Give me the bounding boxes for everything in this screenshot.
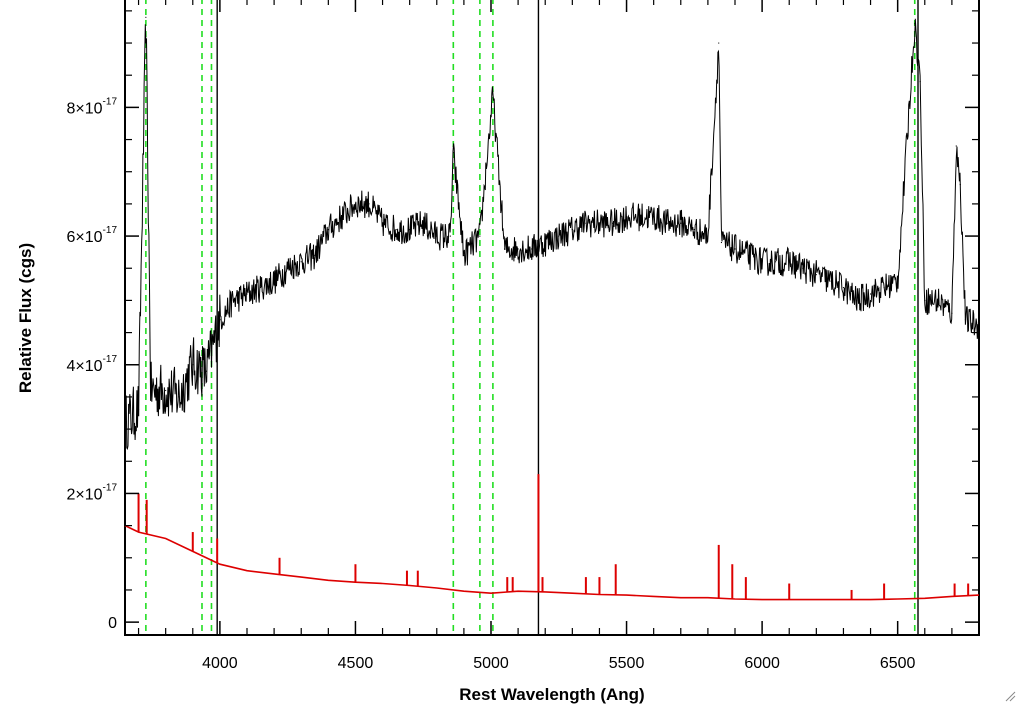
point-observed-13 bbox=[287, 267, 289, 269]
point-observed-69 bbox=[978, 325, 980, 327]
point-observed-4 bbox=[165, 389, 167, 392]
x-axis-ticks: 4000 4500 5000 5500 6000 6500 bbox=[137, 0, 980, 672]
point-observed-58 bbox=[869, 293, 872, 295]
point-observed-17 bbox=[341, 216, 343, 218]
point-observed-67 bbox=[959, 183, 961, 186]
point-observed-9 bbox=[232, 299, 235, 302]
x-tick-label-2: 5000 bbox=[473, 655, 509, 672]
y-axis-ticks: 0 2×10-17 4×10-17 6×10-17 8×10-17 bbox=[67, 10, 979, 632]
point-observed-39 bbox=[625, 216, 628, 218]
point-observed-25 bbox=[449, 235, 451, 237]
point-observed-16 bbox=[327, 229, 329, 231]
series-line-model bbox=[124, 524, 980, 601]
y-tick-label-3: 6×10-17 bbox=[67, 225, 118, 246]
point-observed-66 bbox=[955, 145, 957, 147]
point-observed-63 bbox=[924, 299, 926, 302]
point-observed-15 bbox=[314, 254, 316, 256]
point-observed-26 bbox=[452, 151, 454, 154]
point-observed-18 bbox=[354, 203, 357, 205]
point-observed-29 bbox=[492, 93, 494, 96]
point-observed-28 bbox=[479, 235, 481, 237]
point-observed-64 bbox=[937, 299, 939, 302]
x-tick-label-1: 4500 bbox=[338, 655, 374, 672]
point-observed-57 bbox=[856, 299, 858, 302]
point-observed-33 bbox=[544, 241, 546, 244]
point-observed-45 bbox=[707, 235, 709, 237]
series-line-observed bbox=[124, 18, 979, 450]
point-observed-21 bbox=[395, 229, 397, 231]
point-observed-8 bbox=[219, 319, 221, 321]
y-tick-label-1: 2×10-17 bbox=[67, 482, 118, 503]
point-observed-44 bbox=[693, 229, 695, 231]
point-observed-5 bbox=[178, 396, 180, 398]
point-observed-46 bbox=[718, 42, 720, 44]
point-observed-47 bbox=[720, 241, 723, 244]
x-tick-label-4: 6000 bbox=[744, 655, 780, 672]
point-observed-48 bbox=[734, 248, 736, 250]
point-observed-59 bbox=[883, 286, 885, 289]
point-observed-62 bbox=[919, 81, 921, 83]
point-observed-30 bbox=[503, 248, 506, 250]
x-tick-label-5: 6500 bbox=[880, 655, 916, 672]
resize-grip-icon[interactable] bbox=[1004, 690, 1016, 702]
point-observed-1 bbox=[137, 409, 140, 411]
point-observed-61 bbox=[914, 23, 916, 25]
point-observed-14 bbox=[300, 261, 302, 263]
point-observed-11 bbox=[259, 286, 262, 289]
point-observed-42 bbox=[666, 222, 668, 224]
point-observed-27 bbox=[463, 254, 465, 256]
point-observed-34 bbox=[558, 235, 560, 237]
point-observed-32 bbox=[531, 248, 533, 250]
series-layer bbox=[124, 16, 980, 601]
y-tick-label-0: 0 bbox=[108, 615, 117, 632]
point-observed-53 bbox=[802, 267, 804, 269]
point-observed-37 bbox=[598, 222, 601, 224]
y-tick-label-4: 8×10-17 bbox=[67, 96, 118, 117]
point-observed-23 bbox=[422, 222, 424, 224]
point-observed-38 bbox=[612, 222, 614, 224]
point-observed-24 bbox=[436, 235, 438, 237]
x-tick-label-0: 4000 bbox=[202, 655, 238, 672]
y-tick-label-2: 4×10-17 bbox=[67, 354, 118, 375]
point-observed-22 bbox=[409, 229, 411, 231]
reference-lines bbox=[145, 0, 919, 635]
point-observed-12 bbox=[273, 280, 275, 282]
point-observed-35 bbox=[571, 229, 573, 231]
point-observed-6 bbox=[192, 364, 194, 366]
point-observed-36 bbox=[585, 222, 587, 224]
point-observed-60 bbox=[897, 280, 899, 282]
point-observed-49 bbox=[747, 254, 750, 256]
point-observed-52 bbox=[788, 261, 790, 263]
point-observed-2 bbox=[145, 16, 147, 18]
point-observed-43 bbox=[680, 222, 682, 224]
point-observed-40 bbox=[639, 216, 641, 218]
plot-frame bbox=[124, 0, 980, 636]
point-observed-56 bbox=[842, 286, 845, 289]
point-observed-0 bbox=[124, 422, 126, 424]
point-observed-65 bbox=[951, 312, 953, 314]
point-observed-68 bbox=[964, 319, 967, 321]
point-observed-3 bbox=[150, 389, 152, 392]
point-observed-55 bbox=[829, 280, 831, 282]
point-observed-7 bbox=[205, 370, 207, 372]
point-observed-54 bbox=[815, 274, 817, 276]
point-observed-10 bbox=[246, 293, 248, 295]
x-tick-label-3: 5500 bbox=[609, 655, 645, 672]
point-observed-51 bbox=[775, 261, 777, 263]
point-observed-19 bbox=[368, 203, 370, 205]
point-observed-41 bbox=[653, 216, 655, 218]
x-axis-title: Rest Wavelength (Ang) bbox=[459, 685, 644, 704]
point-observed-20 bbox=[381, 222, 384, 224]
point-observed-50 bbox=[761, 261, 763, 263]
point-observed-31 bbox=[517, 248, 519, 250]
y-axis-title: Relative Flux (cgs) bbox=[16, 243, 35, 393]
